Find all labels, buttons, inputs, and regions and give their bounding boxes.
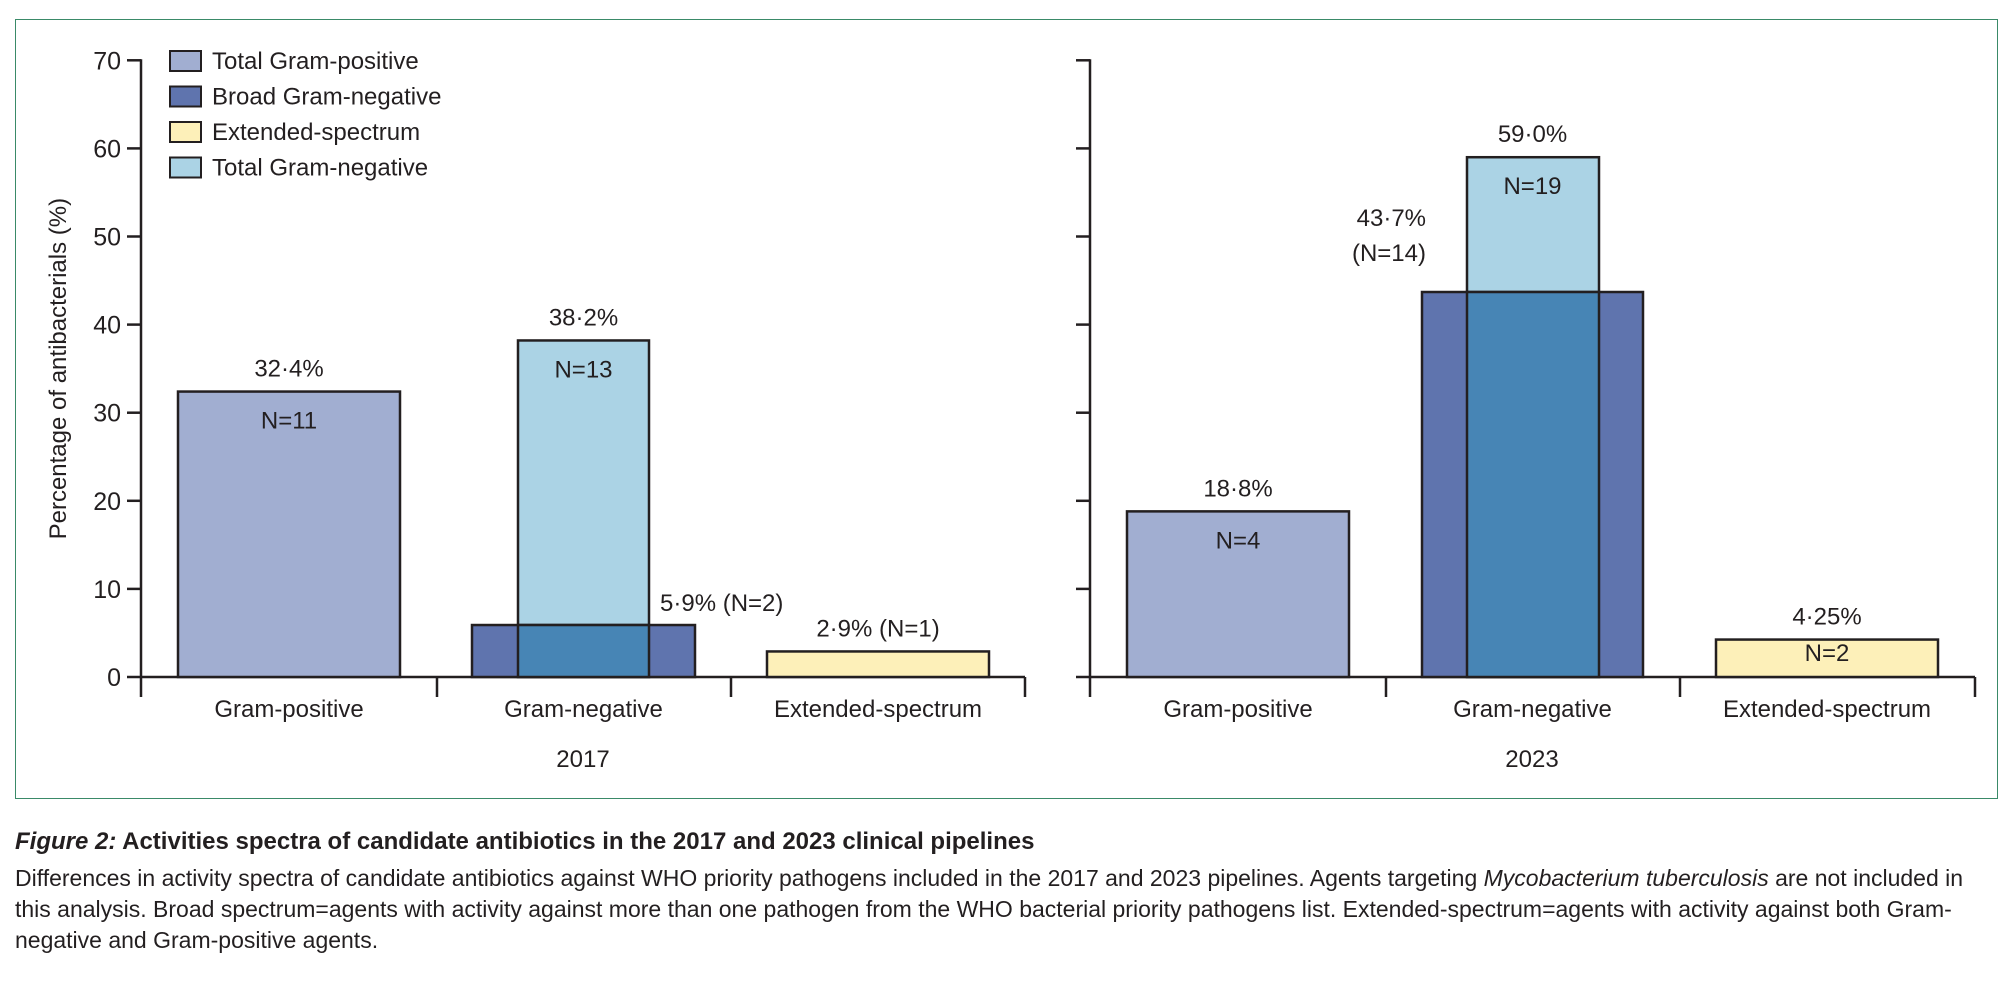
data-label: 59·0% [1498,121,1567,148]
y-tick-label: 50 [93,224,121,252]
data-label: 4·25% [1792,604,1861,631]
x-tick-label: Gram-negative [1453,696,1612,723]
data-label: 43·7% [1357,205,1426,232]
y-tick-label: 30 [93,400,121,428]
bar-total-gram-positive [1125,510,1351,679]
x-tick-label: Extended-spectrum [1723,696,1931,723]
n-label: N=4 [1216,527,1261,554]
panel-label: 2017 [556,746,609,773]
y-tick-label: 70 [93,47,121,75]
x-tick-label: Gram-positive [1163,696,1312,723]
figure-frame [15,19,1998,799]
x-tick-label: Gram-negative [504,696,663,723]
y-axis-label: Percentage of antibacterials (%) [45,198,72,540]
legend-swatch [169,50,202,72]
bar-overlap [516,623,651,679]
figure-label: Figure 2: [15,828,117,855]
bar-extended-spectrum [765,650,991,679]
bar-overlap [1465,290,1601,679]
data-label: 18·8% [1203,475,1272,502]
caption-text-italic: Mycobacterium tuberculosis [1483,865,1769,891]
bar-total-gram-positive [176,390,402,679]
legend-swatch [169,121,202,143]
data-label: (N=14) [1352,240,1426,267]
caption-title: Figure 2: Activities spectra of candidat… [15,826,1995,857]
legend-swatch [169,85,202,108]
x-tick-label: Extended-spectrum [774,696,982,723]
bar-chart: 0 10 20 30 40 50 60 70 Gram-positive Gram-negativ… [45,47,1977,773]
caption-title-text: Activities spectra of candidate antibiot… [122,828,1035,855]
n-label: N=19 [1503,173,1561,200]
x-tick-label: Gram-positive [214,696,363,723]
n-label: N=13 [554,356,612,383]
figure-caption: Figure 2: Activities spectra of candidat… [15,826,1995,956]
data-label: 38·2% [549,304,618,331]
panel-label: 2023 [1505,746,1558,773]
y-tick-label: 20 [93,488,121,516]
legend-label: Total Gram-negative [212,155,428,182]
bar-extended-spectrum [1714,638,1940,679]
caption-body: Differences in activity spectra of candi… [15,863,1995,956]
caption-text-1: Differences in activity spectra of candi… [15,865,1484,891]
legend-swatch [169,156,202,179]
data-label: 32·4% [254,356,323,383]
data-label: 5·9% (N=2) [660,590,783,617]
caption-text-2: are not included in this analysis. Broad… [15,865,1964,953]
y-tick-label: 0 [107,664,121,692]
y-tick-label: 40 [93,312,121,340]
n-label: N=2 [1805,640,1850,667]
legend-label: Total Gram-positive [212,48,419,75]
legend-label: Extended-spectrum [212,119,420,146]
data-label: 2·9% (N=1) [816,615,939,642]
n-label: N=11 [261,408,317,435]
legend-label: Broad Gram-negative [212,84,441,111]
y-tick-label: 10 [93,576,121,604]
y-tick-label: 60 [93,135,121,163]
